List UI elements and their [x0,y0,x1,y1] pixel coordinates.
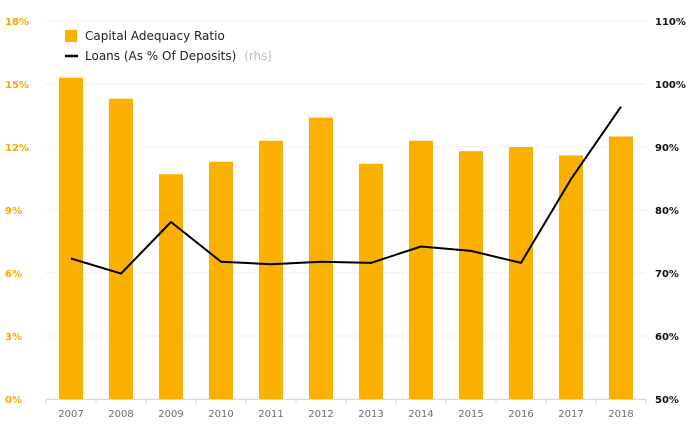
line-series [70,106,622,275]
legend-label-loans: Loans (As % Of Deposits) (rhs) [85,49,272,63]
x-tick-label: 2007 [58,409,83,420]
y-right-tick-label: 100% [655,80,686,91]
bar-series [59,77,633,399]
y-right-tick-label: 110% [655,17,686,28]
loans-line [70,106,622,275]
x-tick-label: 2016 [508,409,533,420]
x-tick-label: 2009 [158,409,183,420]
bar-2016 [509,147,533,399]
legend-label-loans-suffix: (rhs) [244,49,272,63]
y-left-tick-label: 15% [5,80,29,91]
x-tick-label: 2018 [608,409,633,420]
y-right-tick-label: 80% [655,206,679,217]
bar-2011 [259,140,283,399]
x-tick-label: 2014 [408,409,433,420]
y-left-tick-label: 3% [5,332,22,343]
x-tick-label: 2013 [358,409,383,420]
x-tick-label: 2017 [558,409,583,420]
bar-2018 [609,136,633,399]
bar-2015 [459,151,483,399]
bar-2009 [159,174,183,399]
bar-2010 [209,161,233,399]
bar-2014 [409,140,433,399]
bar-2012 [309,117,333,399]
x-tick-label: 2011 [258,409,283,420]
bar-2013 [359,163,383,399]
x-tick-label: 2012 [308,409,333,420]
y-left-tick-label: 12% [5,143,29,154]
y-left-tick-label: 9% [5,206,22,217]
x-tick-label: 2010 [208,409,233,420]
bar-2017 [559,155,583,399]
legend-label-capital-adequacy: Capital Adequacy Ratio [85,29,225,43]
bar-2007 [59,77,83,399]
gridlines [46,20,646,400]
y-left-tick-label: 18% [5,17,29,28]
legend: Capital Adequacy Ratio Loans (As % Of De… [65,29,272,63]
y-right-tick-label: 70% [655,269,679,280]
x-tick-label: 2015 [458,409,483,420]
axes: 0% 3% 6% 9% 12% 15% 18% 50% 60% 70% 80% 90% 100% 110%… [5,17,686,420]
bar-2008 [109,98,133,399]
y-right-tick-label: 50% [655,395,679,406]
legend-swatch-capital-adequacy [65,30,77,42]
legend-label-loans-name: Loans (As % Of Deposits) [85,49,236,63]
y-left-tick-label: 6% [5,269,22,280]
x-tick-label: 2008 [108,409,133,420]
y-right-tick-label: 90% [655,143,679,154]
y-right-tick-label: 60% [655,332,679,343]
y-left-tick-label: 0% [5,395,22,406]
